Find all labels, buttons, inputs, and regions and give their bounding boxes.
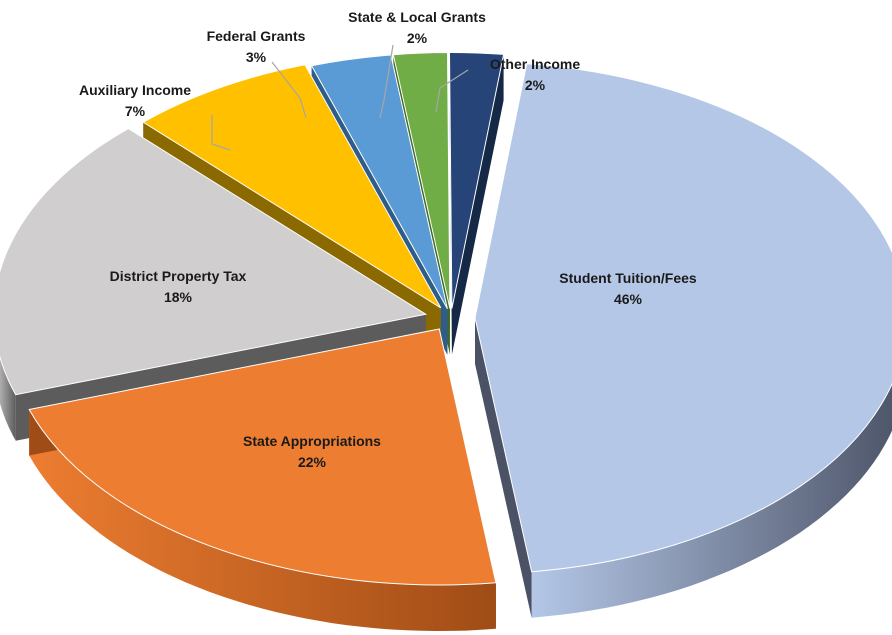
label-state-appropriations: State Appropriations 22%: [243, 431, 381, 473]
slice-cut-other-income-1: [451, 54, 504, 355]
label-auxiliary-income-value: 7%: [124, 103, 146, 119]
leader-line-auxiliary-income: [211, 115, 231, 151]
label-other-income-value: 2%: [524, 77, 546, 93]
label-student-tuition-fees: Student Tuition/Fees 46%: [559, 268, 696, 310]
slice-student-tuition-fees: [474, 63, 892, 618]
leader-line-federal-grants: [271, 61, 307, 119]
label-state-local-grants: State & Local Grants 2%: [348, 7, 486, 49]
slice-top-state-appropriations: [28, 328, 497, 586]
slice-state-appropriations: [28, 328, 497, 631]
label-federal-grants: Federal Grants 3%: [207, 26, 306, 68]
label-student-tuition-fees-name: Student Tuition/Fees: [559, 270, 697, 286]
label-district-property-tax-value: 18%: [163, 289, 193, 305]
label-other-income: Other Income 2%: [490, 54, 580, 96]
label-state-appropriations-value: 22%: [297, 454, 327, 470]
slice-top-student-tuition-fees: [474, 63, 892, 573]
label-district-property-tax-name: District Property Tax: [109, 268, 247, 284]
label-student-tuition-fees-value: 46%: [613, 291, 643, 307]
label-district-property-tax: District Property Tax 18%: [110, 266, 247, 308]
label-federal-grants-name: Federal Grants: [206, 28, 306, 44]
label-auxiliary-income-name: Auxiliary Income: [78, 82, 192, 98]
slice-top-other-income: [448, 51, 505, 309]
label-federal-grants-value: 3%: [245, 49, 267, 65]
slice-top-state-and-local-grants: [392, 51, 451, 309]
slice-side-district-property-tax: [0, 357, 16, 441]
label-auxiliary-income: Auxiliary Income 7%: [79, 80, 191, 122]
slice-top-district-property-tax: [0, 128, 428, 396]
label-other-income-name: Other Income: [489, 56, 581, 72]
slice-cut-student-tuition-fees-1: [474, 317, 532, 618]
leader-line-state-and-local-grants: [379, 44, 394, 119]
label-state-appropriations-name: State Appropriations: [243, 433, 381, 449]
slice-top-auxiliary-income: [142, 64, 442, 309]
label-state-local-grants-value: 2%: [406, 30, 428, 46]
slice-other-income: [448, 51, 505, 355]
slice-side-state-appropriations: [29, 409, 496, 631]
label-state-local-grants-name: State & Local Grants: [348, 9, 486, 25]
leader-line-other-income: [435, 69, 469, 113]
slice-side-student-tuition-fees: [531, 384, 892, 618]
